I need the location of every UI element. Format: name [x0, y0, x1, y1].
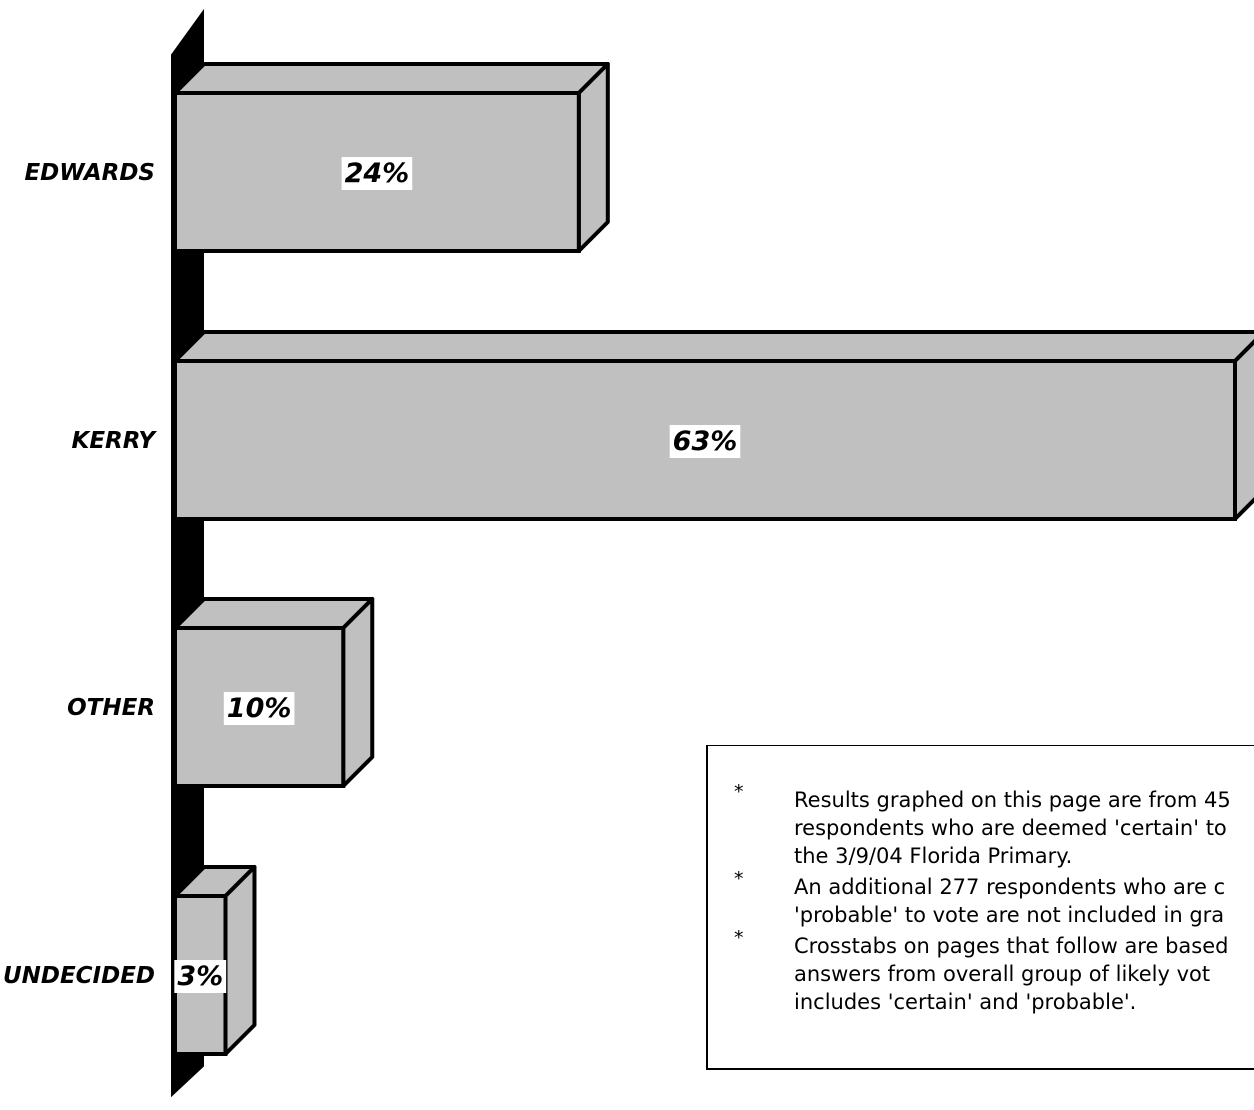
value-label-other: 10%: [227, 693, 292, 724]
axis-wall: [171, 8, 204, 1098]
value-label-kerry: 63%: [673, 426, 738, 457]
note-item: * Results graphed on this page are from 4…: [708, 781, 1254, 870]
note-item: * An additional 277 respondents who are c…: [708, 868, 1254, 929]
bar-side-face: [223, 865, 257, 1056]
bar-undecided: 3%: [173, 865, 257, 1056]
note-item: * Crosstabs on pages that follow are base…: [708, 927, 1254, 1016]
value-label-bg: [174, 960, 227, 993]
note-line: respondents who are deemed 'certain' to: [794, 816, 1227, 840]
asterisk-bullet-icon: *: [734, 927, 744, 949]
value-label-bg: [341, 157, 413, 190]
value-label-undecided: 3%: [177, 961, 223, 992]
note-line: 'probable' to vote are not included in g…: [794, 903, 1225, 927]
note-line: Results graphed on this page are from 45: [794, 788, 1231, 812]
bar-top-face: [173, 597, 375, 630]
category-label-edwards: EDWARDS: [24, 160, 155, 186]
notes-box: * Results graphed on this page are from 4…: [706, 745, 1254, 1070]
note-line: Crosstabs on pages that follow are based: [794, 934, 1229, 958]
note-line: An additional 277 respondents who are c: [794, 875, 1226, 899]
value-label-bg: [223, 692, 295, 725]
asterisk-bullet-icon: *: [734, 868, 744, 890]
bar-kerry: 63%: [173, 330, 1254, 521]
value-label-bg: [669, 425, 741, 458]
note-line: answers from overall group of likely vot: [794, 962, 1211, 986]
value-label-edwards: 24%: [345, 158, 410, 189]
bar-top-face: [173, 62, 610, 95]
bar-side-face: [1233, 339, 1254, 521]
notes-list: * Results graphed on this page are from 4…: [708, 781, 1254, 1019]
bar-side-face: [341, 597, 375, 788]
bar-edwards: 24%: [173, 62, 610, 253]
bar-side-face: [576, 62, 610, 253]
note-line: the 3/9/04 Florida Primary.: [794, 844, 1073, 868]
asterisk-bullet-icon: *: [734, 781, 744, 803]
category-label-kerry: KERRY: [72, 428, 158, 454]
category-label-other: OTHER: [67, 695, 155, 721]
bar-other: 10%: [173, 597, 375, 788]
note-line: includes 'certain' and 'probable'.: [794, 990, 1137, 1014]
category-label-undecided: UNDECIDED: [3, 963, 155, 989]
bar-top-face: [173, 330, 1254, 363]
